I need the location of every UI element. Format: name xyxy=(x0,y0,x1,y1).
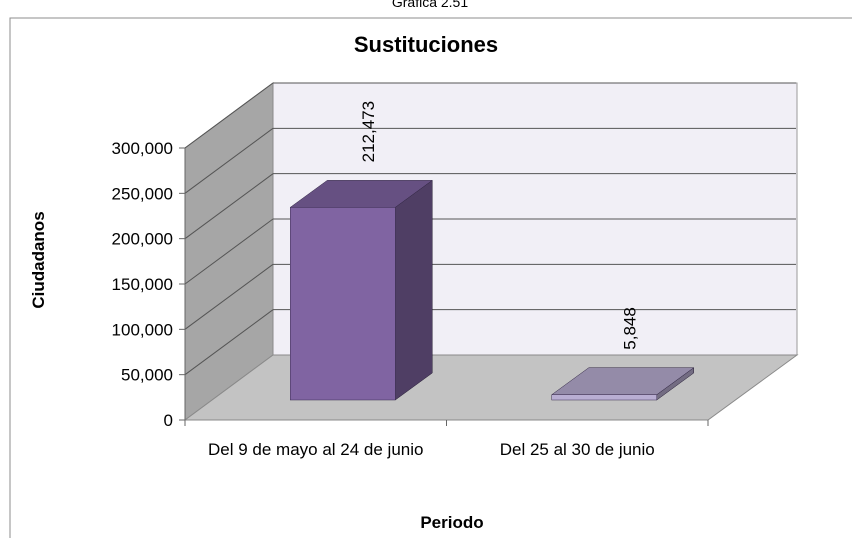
y-tick-label: 200,000 xyxy=(112,230,173,249)
grid-line xyxy=(184,218,274,285)
bar xyxy=(290,207,396,401)
y-tick-label: 100,000 xyxy=(112,320,173,339)
x-tick-label: Del 9 de mayo al 24 de junio xyxy=(208,440,424,459)
grid-line xyxy=(184,173,274,240)
grid-line xyxy=(184,309,274,376)
y-axis-label: Ciudadanos xyxy=(29,211,48,308)
caption: Gráfica 2.51 xyxy=(392,0,468,10)
bar xyxy=(551,394,657,401)
y-tick-label: 50,000 xyxy=(121,366,173,385)
y-tick-label: 250,000 xyxy=(112,184,173,203)
bar-side xyxy=(395,179,433,401)
grid-line xyxy=(184,82,274,149)
grid-line xyxy=(184,127,274,194)
floor xyxy=(183,354,799,421)
data-label: 5,848 xyxy=(620,307,639,350)
chart-title: Sustituciones xyxy=(354,32,498,57)
y-tick-label: 0 xyxy=(164,411,173,430)
y-tick-label: 150,000 xyxy=(112,275,173,294)
y-tick-label: 300,000 xyxy=(112,139,173,158)
x-tick-label: Del 25 al 30 de junio xyxy=(499,440,655,459)
grid-line xyxy=(184,263,274,330)
data-label: 212,473 xyxy=(359,101,378,162)
x-axis-label: Periodo xyxy=(420,513,483,532)
